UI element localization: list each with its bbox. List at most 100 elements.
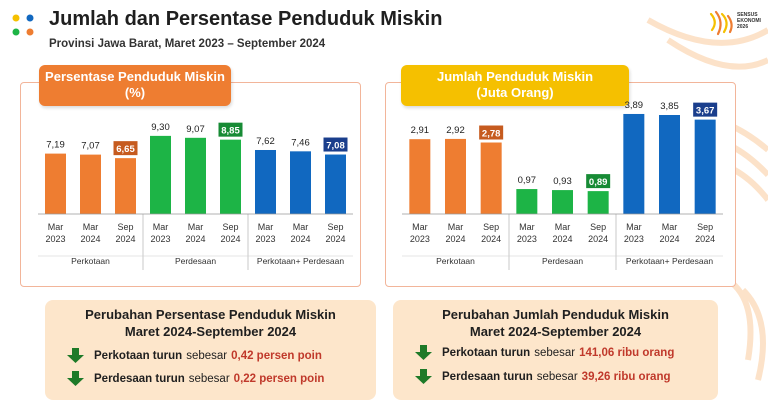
bar: [623, 113, 645, 214]
summary-region: Perkotaan turun: [442, 346, 531, 359]
bar: [325, 154, 346, 214]
data-label-highlight: [323, 137, 348, 152]
bar: [115, 158, 136, 214]
logo-dots-icon: [12, 14, 34, 36]
data-label: 7,08: [326, 141, 345, 152]
data-label: 7,62: [256, 136, 275, 147]
bar: [516, 189, 538, 214]
tick-label: Mar: [412, 222, 428, 232]
tick-label: 2024: [695, 234, 715, 244]
data-label: 9,30: [151, 122, 170, 133]
tick-label: Mar: [662, 222, 678, 232]
group-label: Perkotaan+ Perdesaan: [626, 256, 713, 266]
percentage-summary-item: Perdesaan turun sebesar 0,22 persen poin: [67, 371, 324, 386]
group-label: Perkotaan: [436, 256, 475, 266]
bar: [290, 151, 311, 214]
brand-text: SENSUS EKONOMI 2026: [737, 12, 761, 30]
count-change-summary: Perubahan Jumlah Penduduk Miskin Maret 2…: [393, 300, 718, 400]
tick-label: 2023: [624, 234, 644, 244]
count-summary-title-line1: Perubahan Jumlah Penduduk Miskin: [442, 307, 669, 322]
group-label: Perdesaan: [175, 256, 216, 266]
data-label: 2,92: [446, 125, 465, 136]
bar: [80, 154, 101, 214]
summary-region: Perdesaan turun: [94, 372, 185, 385]
data-label: 0,89: [589, 177, 608, 188]
page-title: Jumlah dan Persentase Penduduk Miskin: [49, 8, 443, 30]
percentage-chart-title-line1: Persentase Penduduk Miskin: [45, 69, 225, 84]
data-label: 7,19: [46, 140, 65, 151]
count-chart-title-line1: Jumlah Penduduk Miskin: [436, 69, 594, 84]
bar: [45, 153, 66, 214]
tick-label: 2024: [325, 234, 345, 244]
summary-connector: sebesar: [536, 370, 578, 383]
group-label: Perkotaan+ Perdesaan: [257, 256, 344, 266]
percentage-change-summary: Perubahan Persentase Penduduk Miskin Mar…: [45, 300, 376, 400]
bar: [480, 142, 502, 214]
count-chart-title: Jumlah Penduduk Miskin (Juta Orang): [401, 65, 629, 106]
bar: [445, 138, 466, 214]
summary-value: 0,42 persen poin: [231, 349, 322, 362]
data-label: 0,93: [553, 176, 572, 187]
data-label: 0,97: [518, 175, 537, 186]
down-arrow-icon: [415, 369, 432, 384]
bar: [185, 137, 206, 214]
tick-label: Sep: [222, 222, 238, 232]
bar: [255, 149, 276, 214]
percentage-summary-title: Perubahan Persentase Penduduk Miskin Mar…: [45, 306, 376, 340]
data-label-highlight: [479, 125, 504, 140]
sensus-ekonomi-logo: [709, 10, 733, 36]
data-label: 2,78: [482, 129, 501, 140]
data-label: 3,67: [696, 106, 715, 117]
data-label-highlight: [586, 174, 611, 189]
tick-label: Sep: [697, 222, 713, 232]
tick-label: 2024: [552, 234, 572, 244]
tick-label: Mar: [48, 222, 64, 232]
data-label: 3,89: [625, 100, 644, 111]
down-arrow-icon: [67, 371, 84, 386]
down-arrow-icon: [415, 345, 432, 360]
tick-label: Sep: [483, 222, 499, 232]
percentage-summary-item: Perkotaan turun sebesar 0,42 persen poin: [67, 348, 322, 363]
data-label: 2,91: [411, 125, 430, 136]
summary-value: 39,26 ribu orang: [581, 370, 671, 383]
count-summary-title-line2: Maret 2024-September 2024: [469, 324, 642, 339]
summary-value: 141,06 ribu orang: [579, 346, 675, 359]
tick-label: 2024: [220, 234, 240, 244]
bar: [694, 119, 716, 214]
data-label: 7,46: [291, 137, 310, 148]
tick-label: 2023: [150, 234, 170, 244]
bar: [220, 139, 241, 214]
data-label-highlight: [218, 122, 243, 137]
tick-label: Sep: [327, 222, 343, 232]
tick-label: Mar: [188, 222, 204, 232]
tick-label: Mar: [626, 222, 642, 232]
bar: [150, 135, 171, 214]
tick-label: Sep: [590, 222, 606, 232]
tick-label: 2024: [588, 234, 608, 244]
tick-label: Mar: [153, 222, 169, 232]
count-chart-title-line2: (Juta Orang): [476, 85, 554, 100]
percentage-summary-title-line1: Perubahan Persentase Penduduk Miskin: [85, 307, 336, 322]
percentage-chart-title: Persentase Penduduk Miskin (%): [39, 65, 231, 106]
tick-label: Mar: [83, 222, 99, 232]
percentage-chart-title-line2: (%): [124, 85, 146, 100]
summary-region: Perkotaan turun: [94, 349, 183, 362]
data-label: 6,65: [116, 144, 135, 155]
tick-label: 2024: [290, 234, 310, 244]
summary-connector: sebesar: [186, 349, 228, 362]
tick-label: Mar: [448, 222, 464, 232]
tick-label: 2024: [115, 234, 135, 244]
tick-label: 2023: [45, 234, 65, 244]
count-summary-item: Perdesaan turun sebesar 39,26 ribu orang: [415, 369, 671, 384]
data-label-highlight: [693, 102, 718, 117]
tick-label: 2023: [410, 234, 430, 244]
tick-label: Mar: [293, 222, 309, 232]
count-summary-item: Perkotaan turun sebesar 141,06 ribu oran…: [415, 345, 674, 360]
tick-label: Sep: [117, 222, 133, 232]
summary-region: Perdesaan turun: [442, 370, 533, 383]
page-subtitle: Provinsi Jawa Barat, Maret 2023 – Septem…: [49, 38, 326, 50]
summary-connector: sebesar: [188, 372, 230, 385]
bar: [587, 191, 609, 214]
percentage-summary-title-line2: Maret 2024-September 2024: [124, 324, 297, 339]
tick-label: 2024: [445, 234, 465, 244]
